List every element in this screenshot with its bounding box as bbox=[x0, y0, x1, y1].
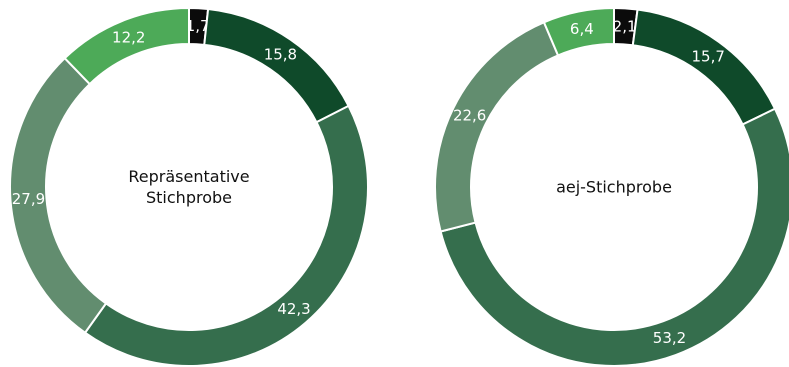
slice-0-4 bbox=[63, 6, 190, 86]
center-title-0-1: Stichprobe bbox=[146, 188, 232, 207]
slice-1-3 bbox=[434, 20, 560, 233]
slice-label-0-1: 15,8 bbox=[264, 45, 297, 63]
slice-1-4 bbox=[542, 6, 615, 57]
slice-label-1-1: 15,7 bbox=[692, 47, 725, 65]
center-title-0-0: Repräsentative bbox=[128, 167, 249, 186]
slice-1-2 bbox=[439, 107, 789, 367]
slice-label-1-0: 2,1 bbox=[613, 17, 637, 35]
slice-label-1-4: 6,4 bbox=[570, 20, 594, 38]
slice-0-1 bbox=[203, 7, 350, 124]
slice-label-1-2: 53,2 bbox=[653, 329, 686, 347]
slice-label-0-3: 27,9 bbox=[12, 190, 45, 208]
slice-label-0-0: 1,7 bbox=[186, 17, 210, 35]
slice-1-1 bbox=[631, 8, 777, 126]
donut-representative: 1,7 15,8 42,3 27,9 12,2 Repräsentative Stichpr… bbox=[9, 6, 369, 367]
slice-label-0-4: 12,2 bbox=[112, 29, 145, 47]
slice-label-0-2: 42,3 bbox=[277, 300, 310, 318]
center-title-1-0: aej-Stichprobe bbox=[556, 178, 672, 197]
slice-0-2 bbox=[83, 104, 369, 367]
slice-label-1-3: 22,6 bbox=[453, 107, 486, 125]
donut-aej: 2,1 15,7 53,2 22,6 6,4 aej-Stichprobe bbox=[434, 6, 789, 367]
